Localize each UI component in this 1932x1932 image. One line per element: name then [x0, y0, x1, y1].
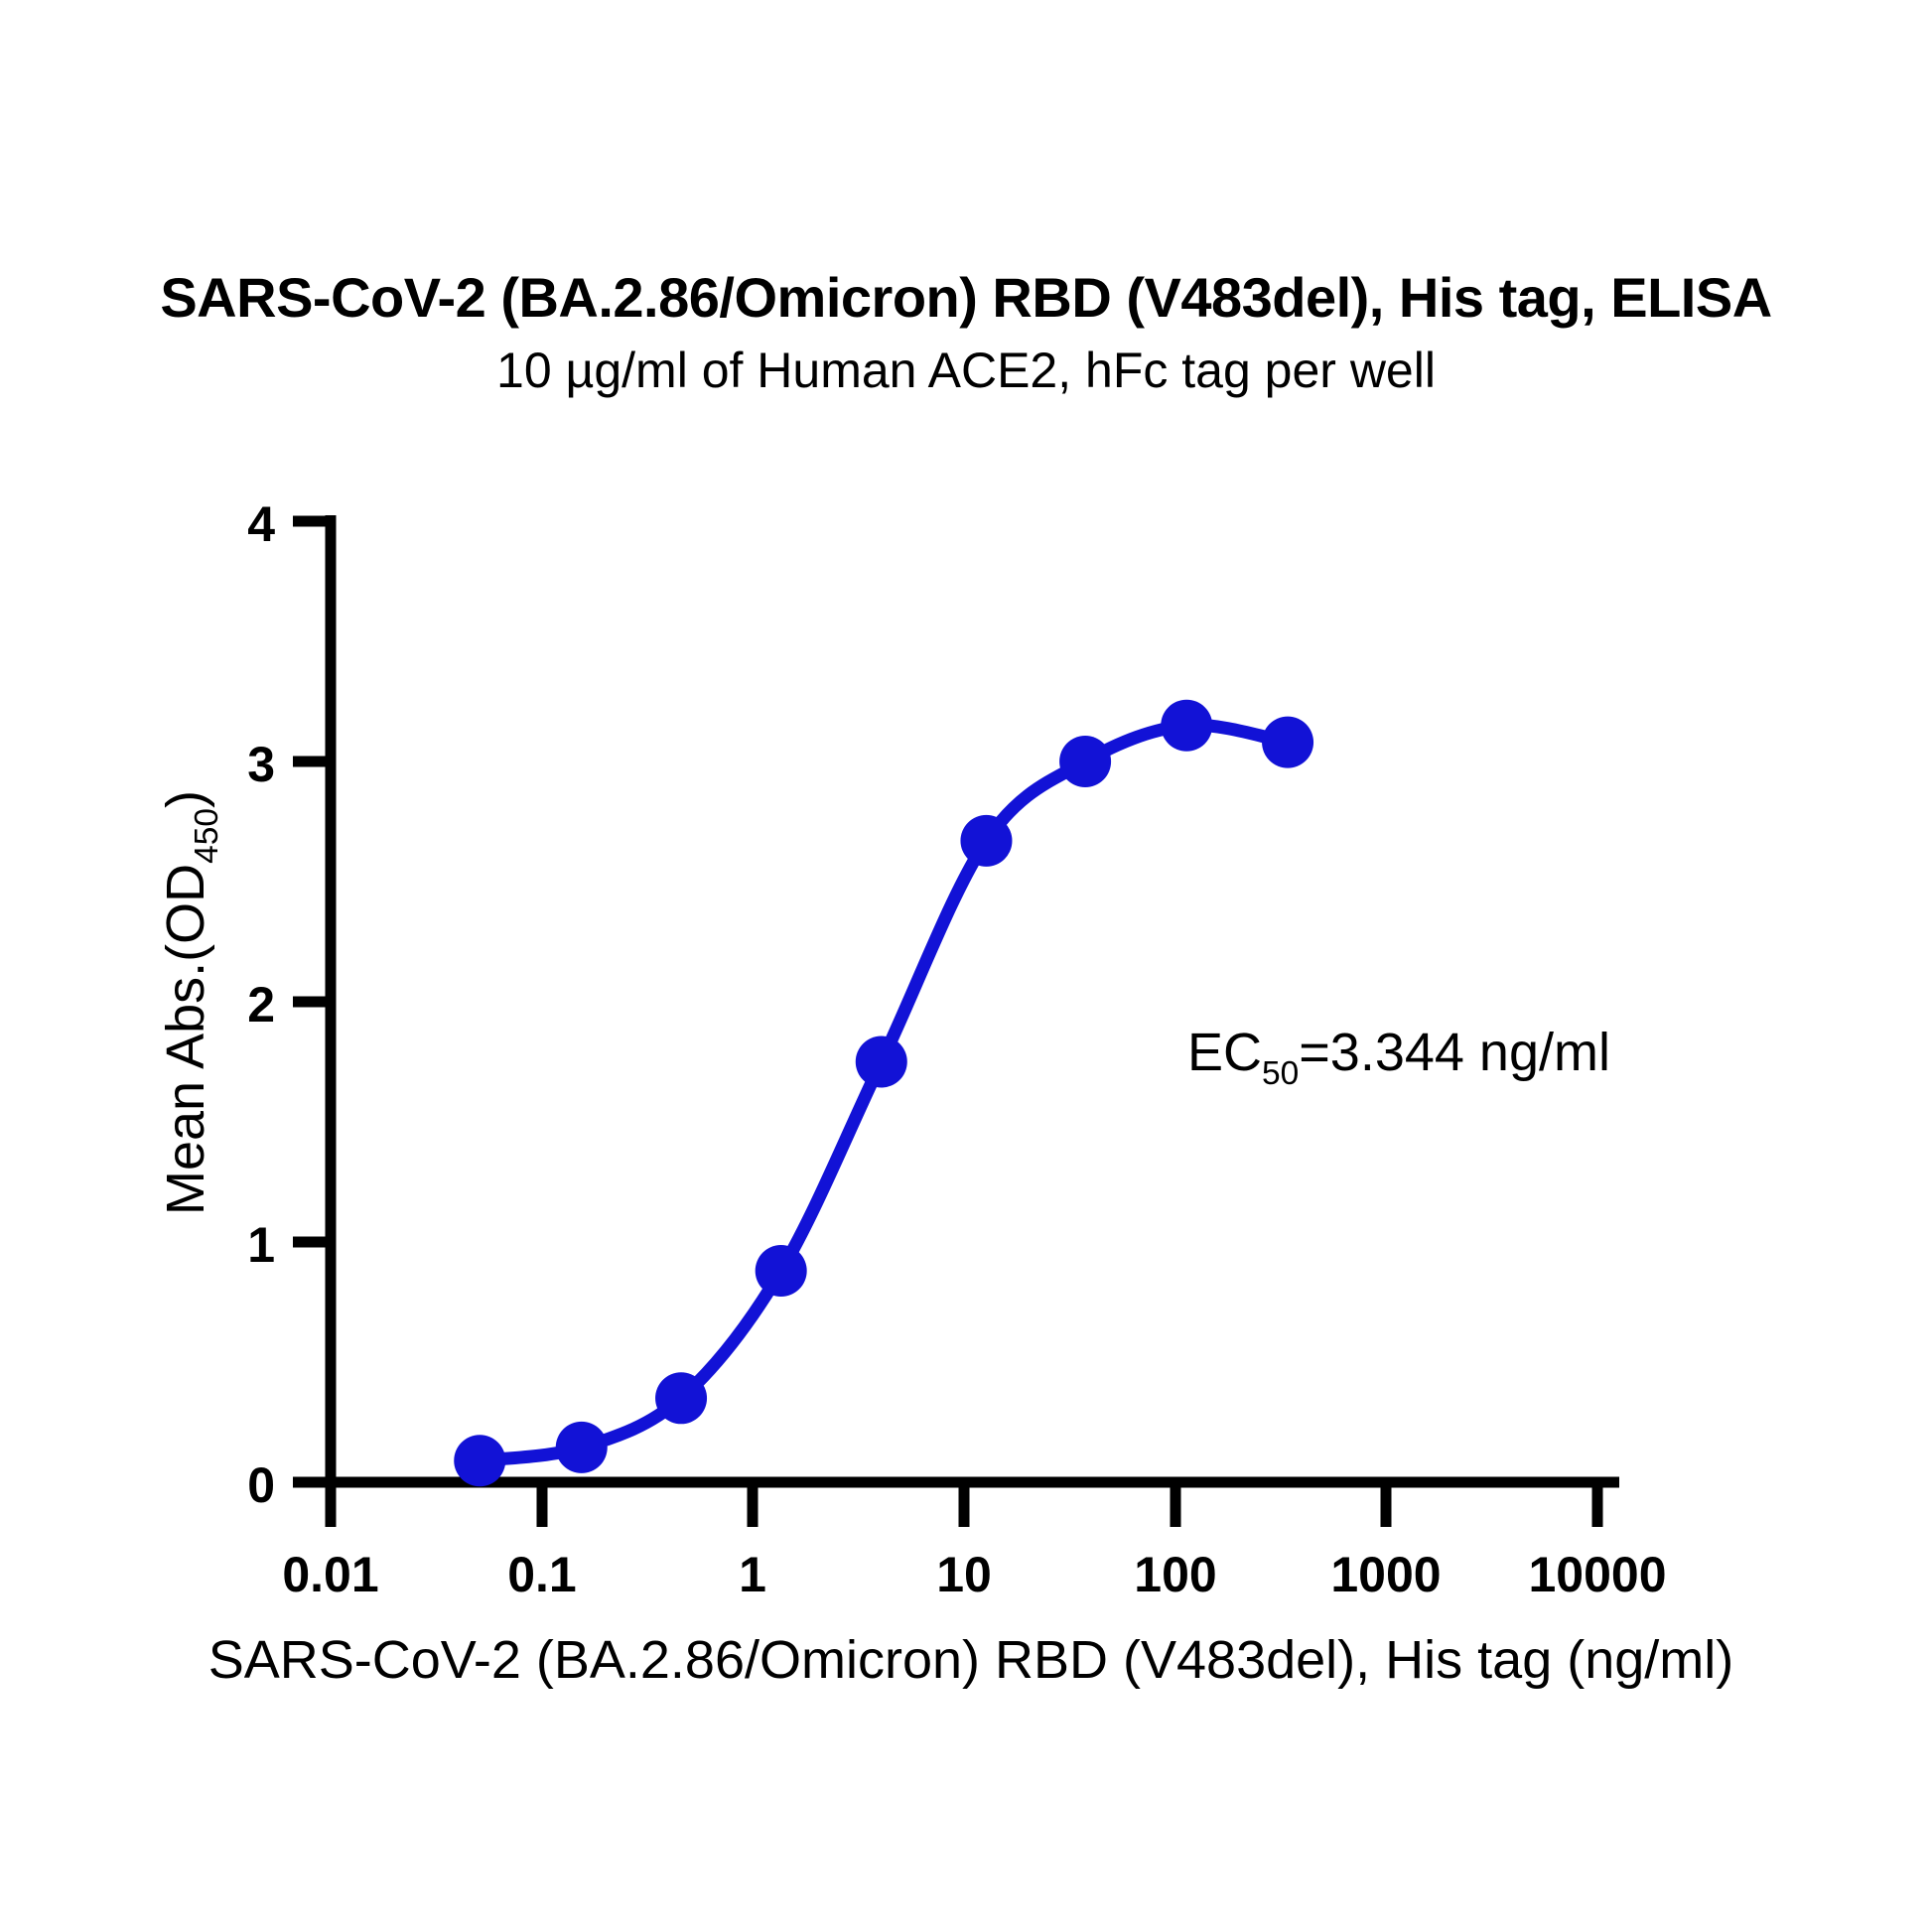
- data-point-markers: [454, 699, 1314, 1487]
- y-tick-label-2: 2: [247, 977, 275, 1033]
- x-tick-label-10: 10: [936, 1547, 992, 1602]
- y-tick-label-3: 3: [247, 737, 275, 792]
- data-point-7: [1161, 699, 1213, 752]
- data-point-6: [1059, 736, 1112, 787]
- data-point-3: [755, 1245, 807, 1298]
- y-axis-title-main: Mean Abs.(OD: [156, 864, 215, 1215]
- y-axis-title-subscript: 450: [189, 808, 225, 864]
- y-tick-label-4: 4: [247, 496, 275, 552]
- x-tick-label-10000: 10000: [1528, 1547, 1666, 1602]
- data-point-8: [1262, 716, 1314, 768]
- ec50-subscript: 50: [1262, 1055, 1299, 1092]
- data-point-4: [855, 1035, 907, 1088]
- y-axis-title-close: ): [156, 790, 215, 808]
- y-tick-marks: [293, 515, 331, 1488]
- ec50-value: =3.344 ng/ml: [1299, 1023, 1610, 1082]
- data-point-5: [960, 814, 1013, 867]
- data-point-2: [655, 1372, 708, 1425]
- chart-subtitle: 10 µg/ml of Human ACE2, hFc tag per well: [496, 343, 1436, 398]
- y-axis-title: Mean Abs.(OD450): [156, 790, 225, 1215]
- data-point-0: [454, 1435, 506, 1487]
- data-point-1: [555, 1421, 608, 1473]
- x-tick-marks: [325, 1482, 1603, 1527]
- x-tick-label-0.1: 0.1: [507, 1547, 577, 1602]
- dose-response-curve: [473, 718, 1295, 1467]
- y-tick-label-0: 0: [247, 1457, 275, 1513]
- ec50-annotation: EC50=3.344 ng/ml: [1187, 1023, 1610, 1092]
- x-tick-label-100: 100: [1134, 1547, 1216, 1602]
- x-tick-label-1: 1: [739, 1547, 766, 1602]
- y-tick-label-1: 1: [247, 1217, 275, 1273]
- x-tick-label-0.01: 0.01: [282, 1547, 378, 1602]
- chart-title: SARS-CoV-2 (BA.2.86/Omicron) RBD (V483de…: [160, 266, 1772, 329]
- x-axis-title: SARS-CoV-2 (BA.2.86/Omicron) RBD (V483de…: [208, 1630, 1734, 1690]
- x-tick-label-1000: 1000: [1330, 1547, 1441, 1602]
- ec50-prefix: EC: [1187, 1023, 1262, 1082]
